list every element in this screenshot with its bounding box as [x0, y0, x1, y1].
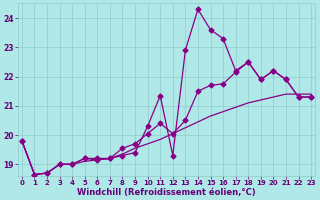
X-axis label: Windchill (Refroidissement éolien,°C): Windchill (Refroidissement éolien,°C) [77, 188, 256, 197]
